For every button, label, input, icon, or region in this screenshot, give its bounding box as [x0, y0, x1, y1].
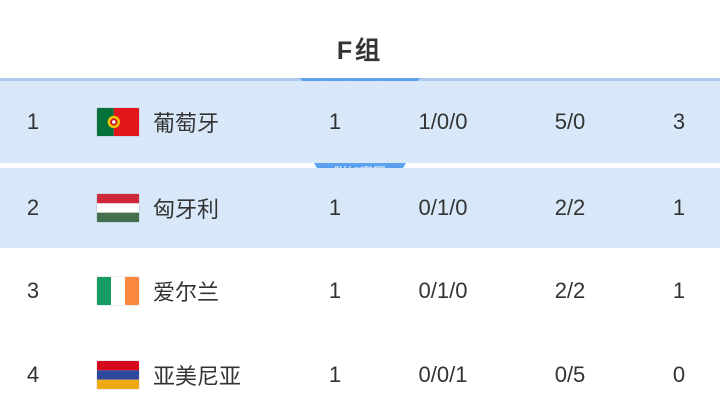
team-name: 爱尔兰 — [153, 279, 220, 305]
rank-value: 4 — [26, 362, 40, 387]
team-name: 葡萄牙 — [153, 111, 220, 136]
points-value: 0 — [672, 362, 686, 387]
matches-played: 1 — [328, 109, 342, 134]
rank-value: 2 — [26, 195, 40, 220]
goals-for-against: 0/5 — [554, 362, 586, 387]
table-row-armenia[interactable]: 4 亚美尼亚 1 0/0/1 0/5 0 — [0, 333, 720, 417]
matches-played: 1 — [328, 362, 342, 387]
goals-for-against: 2/2 — [554, 195, 586, 220]
ireland-flag-icon — [96, 275, 140, 306]
portugal-flag-icon — [96, 107, 140, 137]
table-row-hungary[interactable]: 2 匈牙利 1 0/1/0 2/2 1 — [0, 168, 720, 248]
win-draw-loss: 1/0/0 — [418, 109, 468, 134]
goals-for-against: 2/2 — [554, 277, 586, 303]
win-draw-loss: 0/0/1 — [418, 362, 468, 387]
team-name: 匈牙利 — [153, 197, 220, 222]
rank-value: 1 — [26, 109, 40, 134]
win-draw-loss: 0/1/0 — [418, 195, 468, 220]
matches-played: 1 — [328, 195, 342, 220]
points-value: 1 — [672, 277, 686, 303]
rank-value: 3 — [26, 277, 40, 303]
table-row-ireland[interactable]: 3 爱尔兰 1 0/1/0 2/2 1 — [0, 248, 720, 333]
group-title: F组 — [336, 37, 384, 65]
points-value: 1 — [672, 195, 686, 220]
hungary-flag-icon — [96, 193, 140, 223]
win-draw-loss: 0/1/0 — [418, 277, 468, 303]
matches-played: 1 — [328, 277, 342, 303]
points-value: 3 — [672, 109, 686, 134]
team-name: 亚美尼亚 — [153, 364, 242, 389]
table-row-portugal[interactable]: 1 葡萄牙 1 1/0/0 5/0 3 — [0, 81, 720, 163]
goals-for-against: 5/0 — [554, 109, 586, 134]
armenia-flag-icon — [96, 360, 140, 390]
